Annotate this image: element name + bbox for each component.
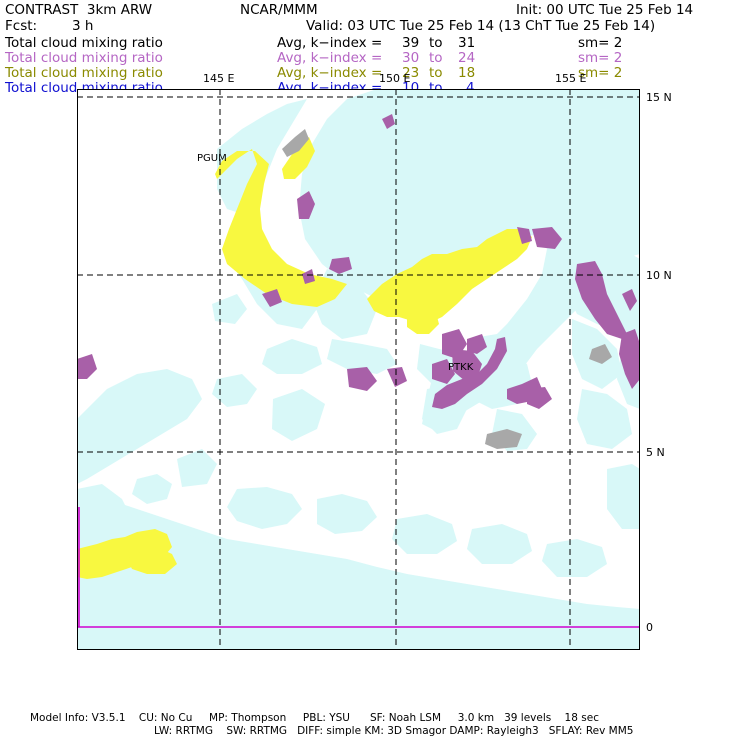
- field-row-3-to: to: [429, 65, 443, 81]
- field-row-2-name: Total cloud mixing ratio: [5, 50, 163, 66]
- station-label-ptkk: PTKK: [448, 362, 474, 373]
- field-row-1-avg: Avg, k−index =: [277, 35, 383, 51]
- field-row-2-k-to: 24: [458, 50, 476, 66]
- field-row-1-to: to: [429, 35, 443, 51]
- field-row-4-k-to: 4: [466, 80, 475, 96]
- forecast-hours: 3 h: [72, 18, 94, 34]
- field-row-3-avg: Avg, k−index =: [277, 65, 383, 81]
- lat-label-15n: 15 N: [646, 91, 672, 104]
- field-row-2-avg: Avg, k−index =: [277, 50, 383, 66]
- lon-label-145e: 145 E: [203, 72, 235, 85]
- field-row-3-sm: sm= 2: [578, 65, 623, 81]
- field-row-2-sm: sm= 2: [578, 50, 623, 66]
- model-info-line-2: LW: RRTMG SW: RRTMG DIFF: simple KM: 3D …: [154, 725, 634, 737]
- field-row-1-name: Total cloud mixing ratio: [5, 35, 163, 51]
- lat-label-equator: 0: [646, 621, 653, 634]
- lat-label-5n: 5 N: [646, 446, 665, 459]
- field-row-1-sm: sm= 2: [578, 35, 623, 51]
- lon-label-150e: 150 E: [379, 72, 411, 85]
- organization: NCAR/MMM: [240, 2, 318, 18]
- forecast-label: Fcst:: [5, 18, 38, 34]
- field-row-2-to: to: [429, 50, 443, 66]
- field-row-3-k-to: 18: [458, 65, 476, 81]
- highest-cloud-layer: [282, 129, 612, 449]
- model-info-line-1: Model Info: V3.5.1 CU: No Cu MP: Thompso…: [30, 712, 599, 724]
- lat-lon-grid: [77, 89, 640, 650]
- field-row-1-k-to: 31: [458, 35, 476, 51]
- mid-cloud-layer: [77, 137, 532, 579]
- field-row-3-name: Total cloud mixing ratio: [5, 65, 163, 81]
- field-row-2-k-from: 30: [402, 50, 420, 66]
- valid-time: Valid: 03 UTC Tue 25 Feb 14 (13 ChT Tue …: [306, 18, 656, 34]
- init-time: Init: 00 UTC Tue 25 Feb 14: [516, 2, 694, 18]
- field-row-1-k-from: 39: [402, 35, 420, 51]
- equator-line: [77, 507, 640, 628]
- station-label-pgum: PGUM: [197, 153, 227, 164]
- model-title: CONTRAST 3km ARW: [5, 2, 153, 18]
- cloud-mixing-ratio-map: [77, 89, 640, 650]
- lon-label-155e: 155 E: [555, 72, 587, 85]
- field-row-3-k-from: 23: [402, 65, 420, 81]
- high-cloud-layer: [77, 114, 640, 409]
- lat-label-10n: 10 N: [646, 269, 672, 282]
- map-canvas: [77, 89, 640, 650]
